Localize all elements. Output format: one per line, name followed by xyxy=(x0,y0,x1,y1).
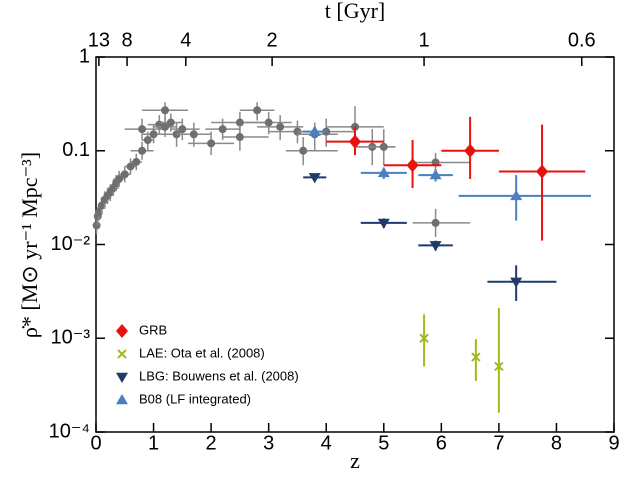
data-point xyxy=(349,134,361,149)
y-tick-label: 1 xyxy=(79,45,90,67)
data-point xyxy=(149,130,158,139)
legend-label: B08 (LF integrated) xyxy=(139,391,251,406)
top-tick-label: 1 xyxy=(419,29,430,51)
data-point xyxy=(178,125,187,134)
data-point xyxy=(161,106,170,115)
data-point xyxy=(464,143,477,158)
data-point xyxy=(431,218,440,227)
data-point xyxy=(161,122,170,131)
top-tick-label: 4 xyxy=(180,29,191,51)
top-tick-label: 2 xyxy=(267,29,278,51)
data-point xyxy=(299,146,308,155)
x-tick-label: 7 xyxy=(493,432,504,454)
data-point xyxy=(126,162,135,171)
x-tick-label: 8 xyxy=(551,432,562,454)
legend-label: LBG: Bouwens et al. (2008) xyxy=(139,368,299,383)
data-point xyxy=(377,166,390,178)
legend-label: LAE: Ota et al. (2008) xyxy=(139,345,265,360)
top-tick-label: 0.6 xyxy=(568,29,596,51)
data-point xyxy=(276,122,285,131)
data-point xyxy=(94,208,103,217)
data-point xyxy=(510,189,523,201)
x-tick-label: 3 xyxy=(263,432,274,454)
data-point xyxy=(138,125,147,134)
y-tick-label: 10⁻³ xyxy=(51,327,91,349)
data-point xyxy=(419,333,429,343)
data-point xyxy=(235,118,244,127)
data-point xyxy=(207,139,216,148)
data-point xyxy=(536,164,549,179)
legend-marker xyxy=(116,372,128,383)
data-point xyxy=(138,146,147,155)
y-axis-label: ρ̇* [M⊙ yr⁻¹ Mpc⁻³] xyxy=(17,152,42,338)
x-tick-label: 6 xyxy=(436,432,447,454)
data-point xyxy=(406,158,419,173)
data-point xyxy=(92,221,101,230)
y-tick-label: 10⁻² xyxy=(51,233,91,255)
x-axis-label: z xyxy=(350,448,360,473)
top-axis-label: t [Gyr] xyxy=(325,0,385,23)
data-point xyxy=(264,118,273,127)
data-point xyxy=(189,130,198,139)
legend-marker xyxy=(116,324,128,338)
data-point xyxy=(253,106,262,115)
data-point xyxy=(308,125,321,136)
data-point xyxy=(379,142,388,151)
data-point xyxy=(132,157,141,166)
legend-marker xyxy=(116,394,128,405)
x-tick-label: 1 xyxy=(148,432,159,454)
legend-label: GRB xyxy=(139,322,167,337)
data-point xyxy=(235,133,244,142)
data-point xyxy=(510,277,523,288)
data-point xyxy=(377,218,390,229)
x-tick-label: 9 xyxy=(608,432,619,454)
data-point xyxy=(143,136,152,145)
data-point xyxy=(429,241,442,252)
x-tick-label: 2 xyxy=(206,432,217,454)
data-point xyxy=(166,118,175,127)
top-tick-label: 13 xyxy=(88,29,110,51)
data-point xyxy=(115,174,124,183)
data-point xyxy=(218,125,227,134)
y-tick-label: 10⁻⁴ xyxy=(49,420,90,442)
top-tick-label: 8 xyxy=(122,29,133,51)
data-point xyxy=(494,361,504,372)
data-point xyxy=(308,173,321,184)
x-tick-label: 4 xyxy=(321,432,332,454)
data-point xyxy=(471,352,481,362)
x-tick-label: 0 xyxy=(90,432,101,454)
data-point xyxy=(429,169,442,180)
y-tick-label: 0.1 xyxy=(62,139,90,161)
x-tick-label: 5 xyxy=(378,432,389,454)
legend-marker xyxy=(117,349,127,359)
data-point xyxy=(120,170,129,179)
